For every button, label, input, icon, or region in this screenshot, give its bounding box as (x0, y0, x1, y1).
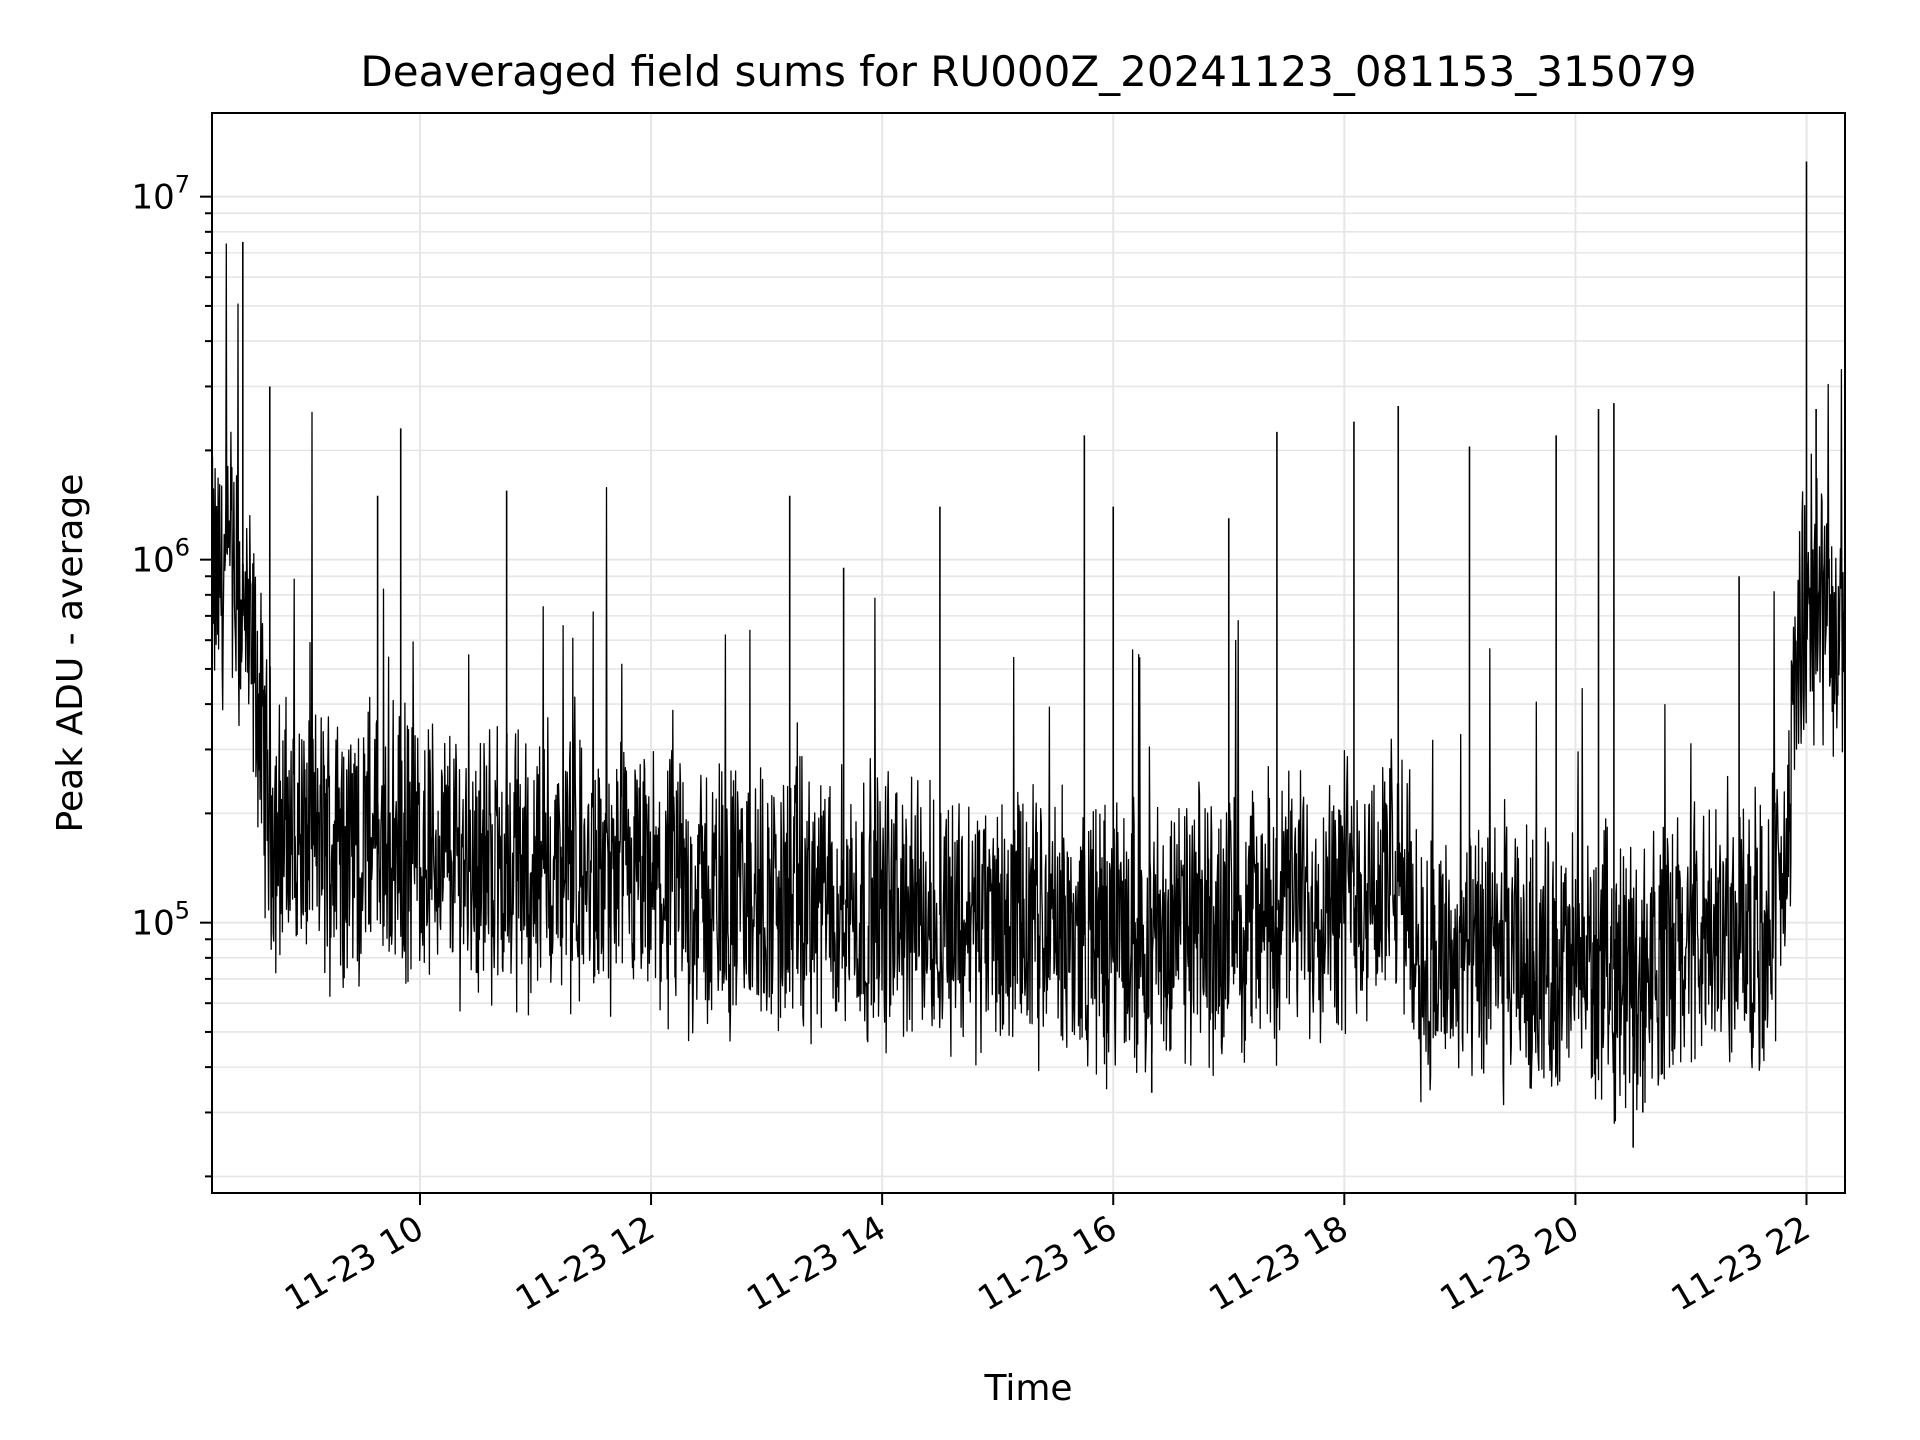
x-tick-label: 11-23 18 (1202, 1208, 1354, 1319)
x-tick-label: 11-23 10 (278, 1208, 430, 1319)
x-tick-label: 11-23 14 (740, 1208, 892, 1319)
x-axis-label: Time (983, 1368, 1072, 1409)
series-line (211, 243, 1846, 1124)
x-tick-label: 11-23 16 (971, 1208, 1123, 1319)
x-tick-label: 11-23 20 (1434, 1208, 1586, 1319)
chart-title: Deaveraged field sums for RU000Z_2024112… (360, 47, 1696, 96)
x-tick-label: 11-23 12 (509, 1208, 661, 1319)
y-tick-label: 105 (131, 897, 190, 944)
y-tick-base: 10 (131, 178, 174, 218)
y-tick-base: 10 (131, 541, 174, 581)
data-layer (211, 161, 1846, 1148)
y-tick-label: 107 (131, 171, 190, 218)
y-tick-exponent: 5 (175, 897, 190, 925)
y-axis-label: Peak ADU - average (50, 474, 91, 833)
plot-frame (211, 112, 1846, 1194)
y-tick-base: 10 (131, 904, 174, 944)
y-tick-label: 106 (131, 534, 190, 581)
grid-layer (212, 113, 1845, 1193)
y-tick-exponent: 7 (175, 171, 190, 199)
y-tick-exponent: 6 (175, 534, 190, 562)
x-tick-label: 11-23 22 (1665, 1208, 1817, 1319)
